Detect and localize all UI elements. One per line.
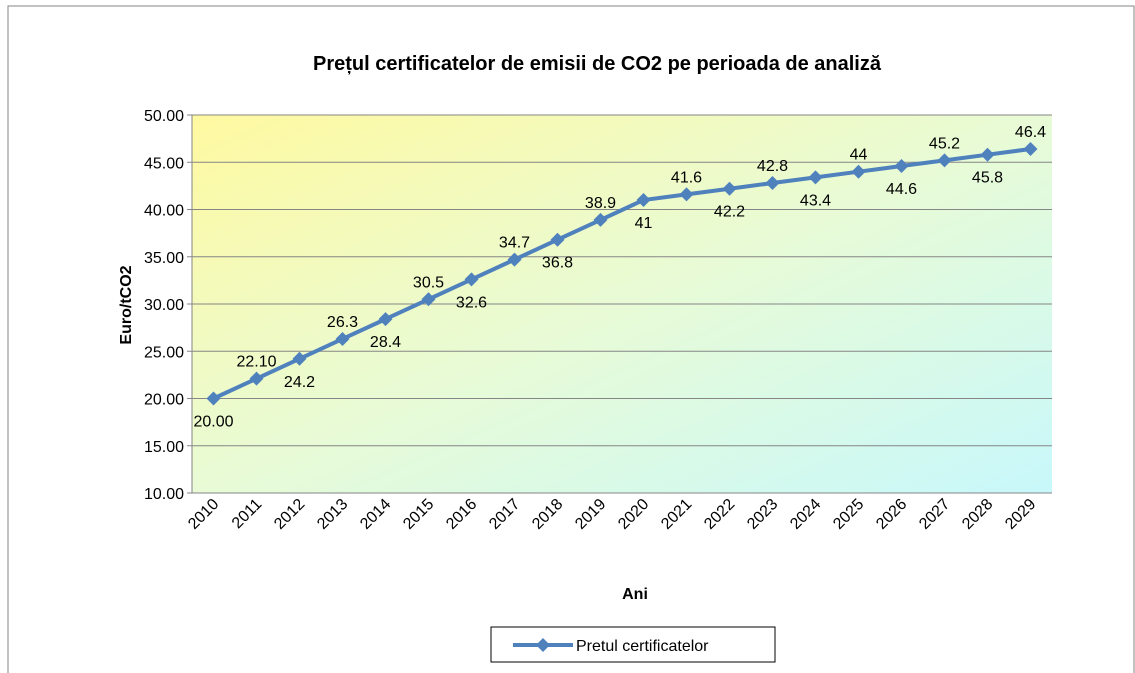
marker	[808, 170, 823, 185]
x-axis-label: Ani	[622, 586, 648, 603]
data-label: 30.5	[413, 274, 444, 291]
legend	[490, 626, 776, 663]
data-label: 41	[635, 215, 653, 232]
data-label: 34.7	[499, 235, 530, 252]
legend-box	[490, 626, 776, 663]
marker	[980, 147, 995, 162]
data-label: 26.3	[327, 314, 358, 331]
data-label: 20.00	[193, 414, 233, 431]
marker	[378, 312, 393, 327]
legend-marker	[536, 638, 550, 652]
series-line	[212, 147, 1031, 401]
data-label: 32.6	[456, 294, 487, 311]
data-label: 22.10	[236, 354, 276, 371]
y-tick-label: 15.00	[144, 439, 184, 456]
data-label: 41.6	[671, 169, 702, 186]
marker	[679, 187, 694, 202]
data-label: 42.2	[714, 204, 745, 221]
data-label: 38.9	[585, 195, 616, 212]
data-label: 44.6	[886, 181, 917, 198]
marker	[206, 391, 221, 406]
marker	[292, 351, 307, 366]
data-label: 45.8	[972, 170, 1003, 187]
marker	[636, 193, 651, 208]
data-label: 24.2	[284, 374, 315, 391]
data-label: 45.2	[929, 135, 960, 152]
marker	[550, 232, 565, 247]
chart-title: Prețul certificatelor de emisii de CO2 p…	[313, 53, 882, 75]
marker	[937, 153, 952, 168]
data-label: 36.8	[542, 255, 573, 272]
data-label: 28.4	[370, 334, 401, 351]
y-tick-label: 20.00	[144, 392, 184, 409]
marker	[765, 176, 780, 191]
data-label: 43.4	[800, 192, 831, 209]
data-label: 46.4	[1015, 124, 1046, 141]
marker	[464, 272, 479, 287]
data-label: 42.8	[757, 158, 788, 175]
marker	[335, 331, 350, 346]
marker	[507, 252, 522, 267]
y-tick-label: 40.00	[144, 203, 184, 220]
marker	[722, 181, 737, 196]
y-tick-label: 10.00	[144, 486, 184, 503]
marker	[249, 371, 264, 386]
marker	[1023, 142, 1038, 157]
marker	[894, 159, 909, 174]
data-label: 44	[850, 147, 868, 164]
y-tick-label: 30.00	[144, 297, 184, 314]
marker	[851, 164, 866, 179]
marker	[421, 292, 436, 307]
legend-label: Pretul certificatelor	[576, 638, 709, 655]
y-tick-label: 25.00	[144, 344, 184, 361]
y-axis-label: Euro/tCO2	[118, 265, 135, 344]
y-tick-label: 35.00	[144, 250, 184, 267]
y-tick-label: 50.00	[144, 108, 184, 125]
y-tick-label: 45.00	[144, 155, 184, 172]
marker	[593, 212, 608, 227]
